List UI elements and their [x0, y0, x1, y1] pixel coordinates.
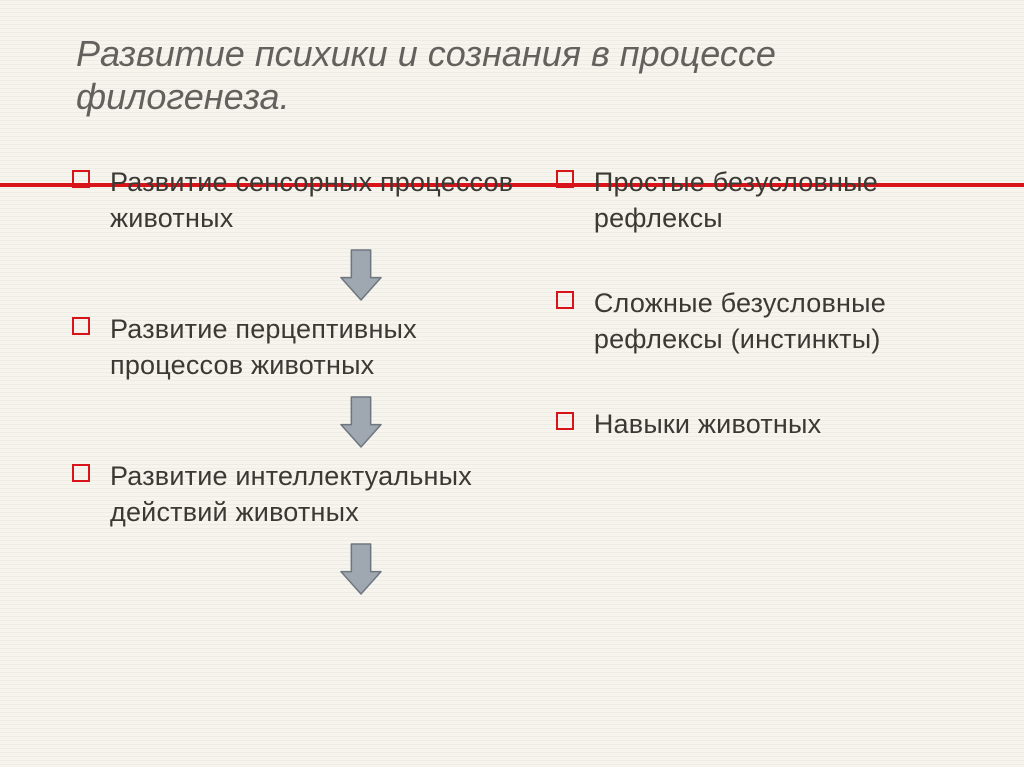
bullet-marker-icon [556, 412, 574, 430]
bullet-text: Сложные безусловные рефлексы (инстинкты) [594, 285, 972, 358]
slide: Развитие психики и сознания в процессе ф… [0, 0, 1024, 767]
bullet-item: Развитие интеллектуальных действий живот… [72, 458, 518, 531]
bullet-text: Навыки животных [594, 406, 821, 442]
bullet-text: Развитие интеллектуальных действий живот… [110, 458, 518, 531]
bullet-item: Сложные безусловные рефлексы (инстинкты) [556, 285, 972, 358]
bullet-text: Простые безусловные рефлексы [594, 164, 972, 237]
bullet-text: Развитие перцептивных процессов животных [110, 311, 518, 384]
bullet-text: Развитие сенсорных процессов животных [110, 164, 518, 237]
columns: Развитие сенсорных процессов животных Раз… [72, 164, 972, 605]
bullet-item: Развитие сенсорных процессов животных [72, 164, 518, 237]
bullet-item: Навыки животных [556, 406, 821, 442]
bullet-marker-icon [72, 170, 90, 188]
bullet-marker-icon [556, 170, 574, 188]
bullet-item: Простые безусловные рефлексы [556, 164, 972, 237]
bullet-marker-icon [556, 291, 574, 309]
slide-title: Развитие психики и сознания в процессе ф… [76, 32, 946, 118]
bullet-item: Развитие перцептивных процессов животных [72, 311, 518, 384]
right-column: Простые безусловные рефлексы Сложные безу… [556, 164, 972, 605]
bullet-marker-icon [72, 464, 90, 482]
left-column: Развитие сенсорных процессов животных Раз… [72, 164, 518, 605]
bullet-marker-icon [72, 317, 90, 335]
